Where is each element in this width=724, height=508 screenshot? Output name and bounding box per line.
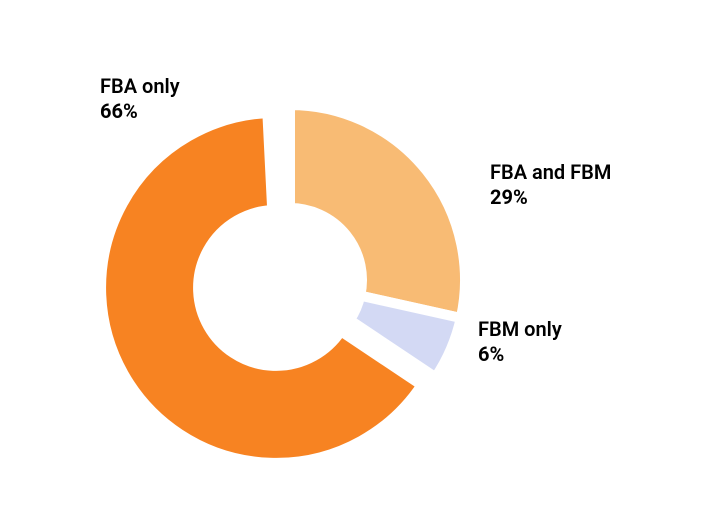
- label-fbm-only: FBM only 6%: [478, 317, 562, 367]
- label-fba-only-value: 66%: [100, 99, 180, 124]
- slice-fba_and_fbm: [290, 105, 465, 318]
- donut-chart-canvas: FBA only 66% FBA and FBM 29% FBM only 6%: [0, 0, 724, 508]
- label-fba-and-fbm: FBA and FBM 29%: [490, 160, 611, 210]
- label-fba-and-fbm-name: FBA and FBM: [490, 160, 611, 185]
- label-fba-and-fbm-value: 29%: [490, 185, 611, 210]
- label-fba-only-name: FBA only: [100, 74, 180, 99]
- label-fba-only: FBA only 66%: [100, 74, 180, 124]
- label-fbm-only-value: 6%: [478, 342, 562, 367]
- label-fbm-only-name: FBM only: [478, 317, 562, 342]
